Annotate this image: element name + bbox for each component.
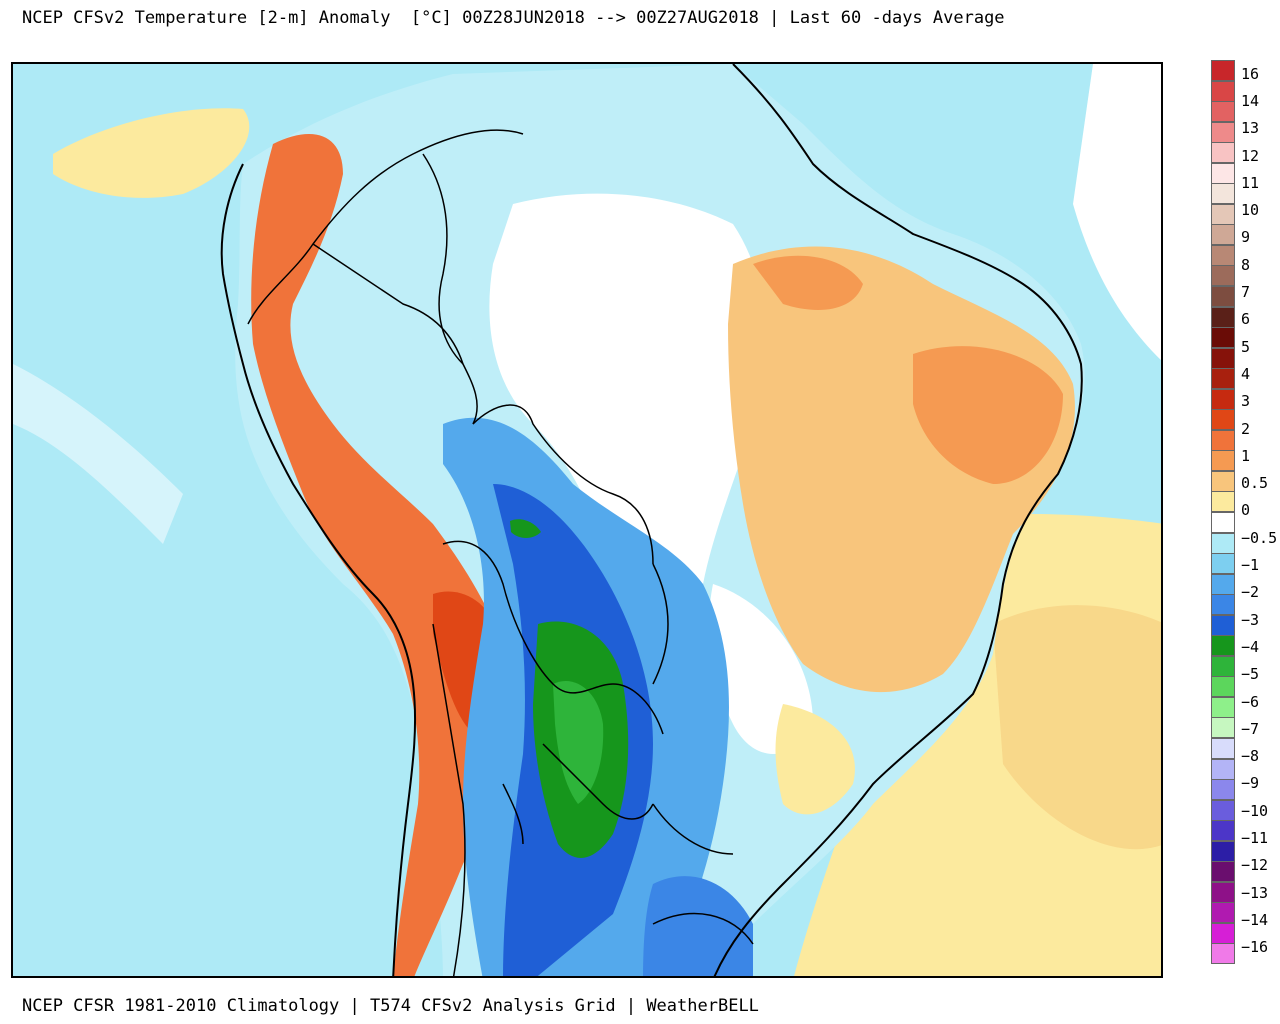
legend-swatch xyxy=(1211,286,1235,308)
legend-swatch xyxy=(1211,101,1235,123)
legend-swatch xyxy=(1211,121,1235,143)
legend-tick-label: −4 xyxy=(1241,637,1260,656)
legend-swatch xyxy=(1211,327,1235,349)
andes-warm-band xyxy=(251,134,514,976)
legend-tick-label: −9 xyxy=(1241,774,1260,793)
legend-swatch xyxy=(1211,532,1235,554)
legend-swatch xyxy=(1211,881,1235,903)
legend-tick-label: 0.5 xyxy=(1241,474,1269,493)
anomaly-map xyxy=(11,62,1163,978)
legend-swatch xyxy=(1211,142,1235,164)
legend-tick-label: 9 xyxy=(1241,228,1251,247)
legend-swatch xyxy=(1211,491,1235,513)
legend-swatch xyxy=(1211,902,1235,924)
atlantic-neutral-north xyxy=(1073,64,1161,361)
legend-swatch xyxy=(1211,512,1235,534)
legend-swatch xyxy=(1211,429,1235,451)
legend-swatch xyxy=(1211,594,1235,616)
legend-swatch xyxy=(1211,799,1235,821)
legend-tick-label: 10 xyxy=(1241,201,1260,220)
legend-tick-label: 11 xyxy=(1241,173,1260,192)
legend-tick-label: −2 xyxy=(1241,583,1260,602)
legend-swatch xyxy=(1211,162,1235,184)
legend-tick-label: −1 xyxy=(1241,556,1260,575)
legend-swatch xyxy=(1211,820,1235,842)
legend-swatch xyxy=(1211,409,1235,431)
legend-swatch xyxy=(1211,655,1235,677)
legend-swatch xyxy=(1211,183,1235,205)
legend-tick-label: 16 xyxy=(1241,64,1260,83)
legend-tick-label: −5 xyxy=(1241,665,1260,684)
legend-swatch xyxy=(1211,224,1235,246)
legend-tick-label: −14 xyxy=(1241,910,1269,929)
legend-swatch xyxy=(1211,60,1235,82)
legend-tick-label: 6 xyxy=(1241,310,1251,329)
legend-swatch xyxy=(1211,779,1235,801)
legend-swatch xyxy=(1211,758,1235,780)
legend-tick-label: −0.5 xyxy=(1241,528,1278,547)
legend-swatch xyxy=(1211,861,1235,883)
legend-swatch xyxy=(1211,80,1235,102)
legend-tick-label: 7 xyxy=(1241,283,1251,302)
legend-swatch xyxy=(1211,635,1235,657)
legend-swatch xyxy=(1211,347,1235,369)
neutral-amazon-zone xyxy=(489,193,767,606)
legend-swatch xyxy=(1211,573,1235,595)
legend-tick-label: 8 xyxy=(1241,255,1251,274)
pacific-warm-patch xyxy=(53,108,250,198)
very-cold-inner xyxy=(553,680,604,804)
legend-swatch xyxy=(1211,450,1235,472)
legend-swatch xyxy=(1211,388,1235,410)
legend-tick-label: −16 xyxy=(1241,938,1269,957)
legend-tick-label: 13 xyxy=(1241,119,1260,138)
legend-tick-label: −6 xyxy=(1241,692,1260,711)
warmer-ne-core xyxy=(913,346,1063,484)
pacific-neutral-band xyxy=(13,364,183,544)
legend-tick-label: 12 xyxy=(1241,146,1260,165)
legend-swatch xyxy=(1211,676,1235,698)
legend-tick-label: −10 xyxy=(1241,801,1269,820)
legend-swatch xyxy=(1211,244,1235,266)
legend-swatch xyxy=(1211,203,1235,225)
uruguay-cold xyxy=(643,876,753,976)
legend-swatch xyxy=(1211,840,1235,862)
country-borders xyxy=(247,129,754,976)
color-legend: 16 14 13 12 11 10 9 8 7 6 5 4 3 2 1 0.5 0 −0.5 −1 −2 −3 −4 −5 −… xyxy=(1211,60,1280,965)
legend-swatch xyxy=(1211,717,1235,739)
legend-tick-label: −3 xyxy=(1241,610,1260,629)
legend-tick-label: 3 xyxy=(1241,392,1251,411)
legend-tick-label: −8 xyxy=(1241,747,1260,766)
cold-spot-north xyxy=(510,519,541,538)
legend-swatch xyxy=(1211,738,1235,760)
atlantic-warmer-core xyxy=(993,605,1161,850)
legend-swatch xyxy=(1211,696,1235,718)
source-credit: NCEP CFSR 1981-2010 Climatology | T574 C… xyxy=(22,996,759,1016)
anomaly-map-canvas xyxy=(13,64,1161,976)
coastline xyxy=(220,64,1083,976)
warm-north-core xyxy=(753,255,863,310)
legend-tick-label: 4 xyxy=(1241,364,1251,383)
legend-swatch xyxy=(1211,943,1235,965)
legend-swatch xyxy=(1211,470,1235,492)
legend-swatch xyxy=(1211,368,1235,390)
legend-tick-label: −13 xyxy=(1241,883,1269,902)
legend-swatch xyxy=(1211,306,1235,328)
legend-swatch xyxy=(1211,265,1235,287)
legend-tick-label: 1 xyxy=(1241,446,1251,465)
warm-se-patch xyxy=(775,704,855,815)
legend-tick-label: −11 xyxy=(1241,829,1269,848)
legend-tick-label: 5 xyxy=(1241,337,1251,356)
legend-tick-label: 0 xyxy=(1241,501,1251,520)
legend-tick-label: −12 xyxy=(1241,856,1269,875)
legend-swatch xyxy=(1211,614,1235,636)
legend-tick-label: 14 xyxy=(1241,91,1260,110)
legend-tick-label: 2 xyxy=(1241,419,1251,438)
map-title: NCEP CFSv2 Temperature [2-m] Anomaly [°C… xyxy=(22,8,1005,28)
legend-swatch xyxy=(1211,922,1235,944)
legend-tick-label: −7 xyxy=(1241,719,1260,738)
legend-swatch xyxy=(1211,553,1235,575)
